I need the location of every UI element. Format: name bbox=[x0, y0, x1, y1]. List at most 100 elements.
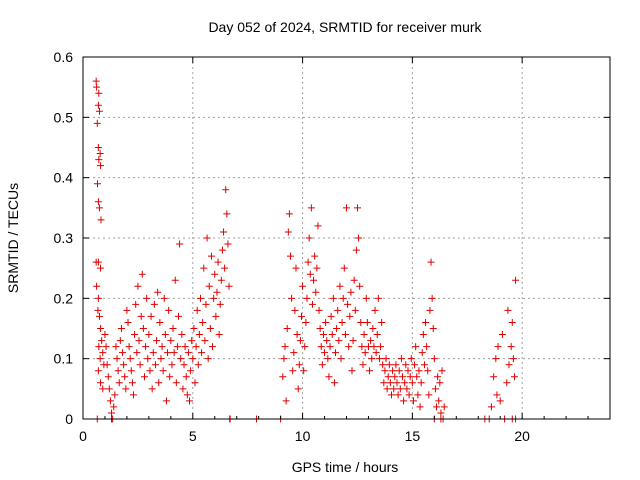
data-point bbox=[281, 343, 289, 351]
data-point bbox=[95, 204, 103, 212]
data-point bbox=[169, 325, 177, 332]
data-point bbox=[379, 361, 387, 369]
data-point bbox=[413, 373, 421, 381]
data-point bbox=[180, 361, 188, 369]
data-point bbox=[143, 294, 151, 302]
data-point bbox=[367, 337, 375, 345]
data-point bbox=[146, 367, 154, 375]
data-point bbox=[345, 343, 353, 351]
data-point bbox=[321, 349, 329, 357]
data-point bbox=[96, 150, 104, 158]
x-tick-label: 5 bbox=[189, 428, 197, 444]
data-point bbox=[355, 234, 363, 242]
data-point bbox=[194, 361, 202, 369]
data-point bbox=[95, 89, 103, 97]
data-point bbox=[150, 300, 158, 308]
data-point bbox=[409, 397, 417, 405]
data-point bbox=[94, 198, 102, 206]
data-point bbox=[318, 361, 326, 369]
data-point bbox=[99, 349, 107, 357]
data-point bbox=[173, 343, 181, 351]
data-point bbox=[347, 288, 355, 296]
data-point bbox=[440, 403, 448, 411]
data-point bbox=[185, 397, 193, 405]
data-point bbox=[392, 361, 400, 369]
data-point bbox=[341, 331, 349, 339]
data-point bbox=[96, 355, 104, 363]
data-point bbox=[401, 379, 409, 387]
x-tick-label: 10 bbox=[295, 428, 311, 444]
data-point bbox=[122, 385, 130, 393]
data-point bbox=[299, 282, 307, 290]
data-point bbox=[192, 343, 200, 351]
data-point bbox=[404, 367, 412, 375]
data-point bbox=[95, 156, 103, 164]
y-axis-label: SRMTID / TECUs bbox=[5, 183, 21, 293]
data-point bbox=[108, 409, 116, 417]
data-point bbox=[340, 264, 348, 272]
data-point bbox=[312, 288, 320, 296]
data-point bbox=[94, 144, 102, 151]
data-point bbox=[198, 349, 206, 357]
data-point bbox=[315, 306, 323, 314]
data-point bbox=[130, 391, 138, 399]
data-point bbox=[438, 367, 446, 375]
data-point bbox=[139, 325, 147, 332]
data-point bbox=[293, 331, 301, 339]
y-tick-label: 0.1 bbox=[54, 351, 74, 367]
data-point bbox=[304, 258, 312, 266]
data-point bbox=[308, 300, 316, 308]
y-tick-label: 0 bbox=[65, 411, 73, 427]
data-point bbox=[140, 373, 148, 381]
data-point bbox=[493, 391, 501, 399]
data-point bbox=[175, 312, 183, 320]
data-point bbox=[97, 325, 105, 332]
data-point bbox=[106, 397, 114, 405]
data-point bbox=[388, 391, 396, 399]
data-point bbox=[164, 349, 172, 357]
data-point bbox=[411, 361, 419, 369]
data-point bbox=[363, 318, 371, 326]
data-point bbox=[368, 355, 376, 363]
data-point bbox=[188, 337, 196, 345]
data-point bbox=[193, 306, 201, 314]
data-point bbox=[136, 361, 144, 369]
data-point bbox=[510, 373, 518, 381]
data-point bbox=[310, 276, 318, 284]
data-point bbox=[177, 355, 185, 363]
data-point bbox=[154, 288, 162, 296]
data-point bbox=[326, 343, 334, 351]
data-point bbox=[329, 294, 337, 302]
data-point bbox=[120, 361, 128, 369]
data-point bbox=[337, 355, 345, 363]
data-point bbox=[494, 343, 502, 351]
data-point bbox=[223, 210, 231, 218]
data-point bbox=[405, 391, 413, 399]
data-point bbox=[126, 355, 134, 363]
data-point bbox=[383, 385, 391, 393]
data-point bbox=[168, 361, 176, 369]
data-point bbox=[419, 331, 427, 339]
data-point bbox=[210, 294, 218, 302]
data-point bbox=[158, 343, 166, 351]
data-point bbox=[184, 349, 192, 357]
data-point bbox=[487, 403, 495, 411]
data-point bbox=[330, 379, 338, 387]
data-point bbox=[94, 367, 102, 375]
data-point bbox=[116, 337, 124, 345]
data-point bbox=[414, 391, 422, 399]
data-point bbox=[396, 385, 404, 393]
data-point bbox=[170, 349, 178, 357]
data-point bbox=[406, 373, 414, 381]
data-point bbox=[290, 349, 298, 357]
data-point bbox=[408, 379, 416, 387]
data-point bbox=[205, 282, 213, 290]
data-point bbox=[176, 240, 184, 248]
data-point bbox=[144, 355, 152, 363]
data-point bbox=[99, 385, 107, 393]
data-point bbox=[512, 276, 520, 284]
data-point bbox=[360, 331, 368, 339]
data-point bbox=[189, 355, 197, 363]
data-point bbox=[95, 312, 103, 320]
data-point bbox=[366, 367, 374, 375]
